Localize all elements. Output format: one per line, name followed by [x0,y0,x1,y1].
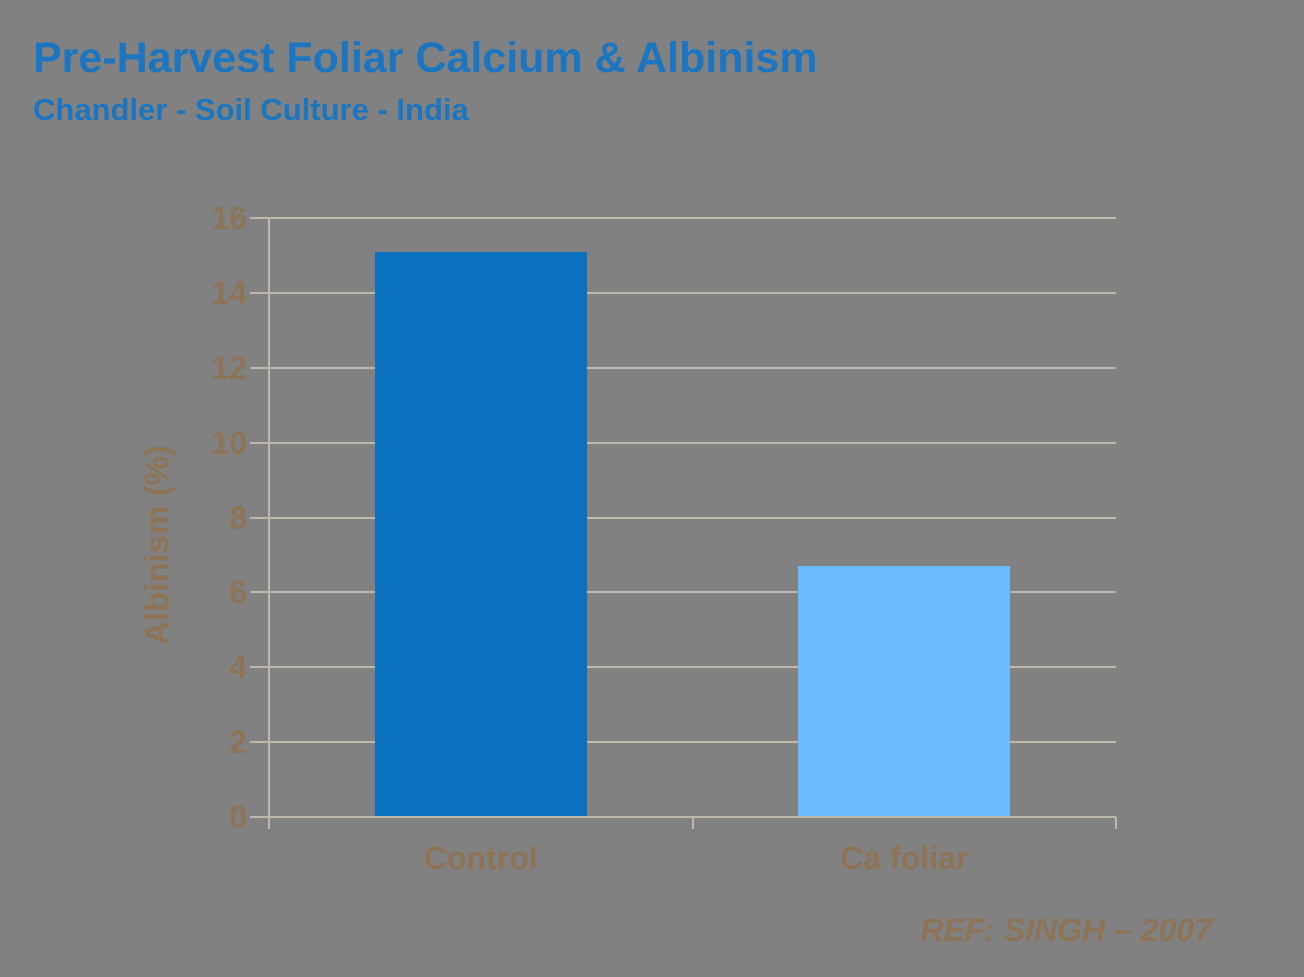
x-category-label-1: Control [423,840,538,876]
gridline-6 [269,591,1116,594]
y-tickmark-10 [250,441,269,444]
y-tick-label-10: 10 [211,424,247,461]
x-tickmark-1 [691,817,694,829]
y-tickmark-16 [250,217,269,219]
y-tickmark-0 [250,816,269,818]
y-tickmark-6 [250,591,269,594]
y-tickmark-4 [250,666,269,669]
y-axis-line [268,218,270,829]
y-tick-label-8: 8 [229,499,247,536]
y-tick-label-6: 6 [229,574,247,611]
x-category-label-2: Ca foliar [840,840,969,876]
gridline-12 [269,366,1116,369]
gridline-10 [269,441,1116,444]
gridline-2 [269,741,1116,744]
y-tickmark-2 [250,741,269,744]
reference-text: REF: SINGH – 2007 [920,912,1212,948]
gridline-14 [269,291,1116,294]
chart-subtitle: Chandler - Soil Culture - India [33,92,469,127]
y-tickmark-12 [250,366,269,369]
gridline-4 [269,666,1116,669]
y-tickmark-14 [250,291,269,294]
y-tick-label-16: 16 [211,200,247,236]
y-tick-label-12: 12 [211,349,247,386]
x-tickmark-0 [268,817,270,829]
y-tickmark-8 [250,516,269,519]
x-tickmark-2 [1115,817,1117,829]
y-tick-label-14: 14 [211,274,247,311]
y-tick-label-2: 2 [229,724,247,761]
gridline-16 [269,217,1116,219]
y-tick-label-0: 0 [229,799,247,835]
chart-title: Pre-Harvest Foliar Calcium & Albinism [33,34,818,82]
gridline-8 [269,516,1116,519]
bar-ca-foliar [798,566,1011,817]
bar-control [374,251,587,817]
y-axis-label: Albinism (%) [138,445,175,645]
y-tick-label-4: 4 [229,649,247,686]
